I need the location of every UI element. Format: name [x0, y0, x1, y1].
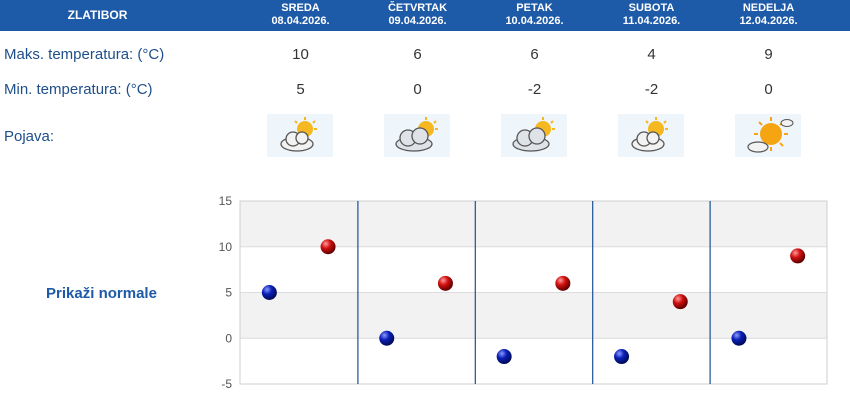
- max-temp-value: 4: [647, 46, 656, 63]
- max-temp-value: 9: [764, 46, 773, 63]
- grid-band: [240, 246, 827, 293]
- day-name: PETAK: [516, 2, 553, 14]
- max-temp-label: Maks. temperatura: (°C): [4, 46, 165, 63]
- min-temp-point: [379, 330, 395, 346]
- day-header: SREDA 08.04.2026.: [242, 2, 359, 28]
- y-tick-label: 10: [219, 240, 233, 254]
- day-header: PETAK 10.04.2026.: [476, 2, 593, 28]
- y-tick-label: 0: [225, 331, 232, 345]
- phenomenon-label: Pojava:: [4, 128, 55, 145]
- max-temp-point: [672, 294, 688, 310]
- day-name: SUBOTA: [628, 2, 675, 14]
- mostly-sunny-icon: [735, 114, 801, 157]
- max-temp-value: 6: [413, 46, 422, 63]
- mostly-cloudy-icon: [501, 114, 567, 157]
- day-date: 12.04.2026.: [739, 15, 798, 27]
- grid-band: [240, 338, 827, 384]
- min-temp-value: 0: [413, 81, 422, 98]
- day-date: 09.04.2026.: [388, 15, 447, 27]
- max-temp-point: [320, 239, 336, 255]
- max-temp-point: [790, 248, 806, 264]
- day-date: 08.04.2026.: [271, 15, 330, 27]
- partly-cloudy-icon: [618, 114, 684, 157]
- day-header: NEDELJA 12.04.2026.: [710, 2, 827, 28]
- day-date: 10.04.2026.: [505, 15, 564, 27]
- min-temp-value: 0: [764, 81, 773, 98]
- min-temp-point: [261, 285, 277, 300]
- day-name: ČETVRTAK: [387, 2, 448, 14]
- plot-frame: [239, 200, 828, 385]
- y-tick-label: 5: [225, 286, 232, 300]
- partly-cloudy-icon: [267, 114, 333, 157]
- min-temp-point: [614, 349, 630, 365]
- day-name: SREDA: [281, 2, 320, 14]
- max-temp-value: 6: [530, 46, 539, 63]
- grid-band: [240, 201, 827, 247]
- day-header: SUBOTA 11.04.2026.: [593, 2, 710, 28]
- day-name: NEDELJA: [742, 2, 795, 14]
- mostly-cloudy-icon: [384, 114, 450, 157]
- min-temp-value: -2: [644, 81, 659, 98]
- grid-band: [240, 292, 827, 339]
- y-tick-label: -5: [221, 377, 232, 391]
- max-temp-value: 10: [292, 46, 309, 63]
- show-normals-link[interactable]: Prikaži normale: [46, 285, 157, 302]
- max-temp-point: [437, 275, 453, 291]
- y-tick-label: 15: [219, 194, 233, 208]
- max-temp-point: [555, 275, 571, 291]
- min-temp-value: -2: [527, 81, 542, 98]
- location-title: ZLATIBOR: [67, 8, 128, 22]
- min-temp-point: [496, 349, 512, 365]
- min-temp-value: 5: [296, 81, 305, 98]
- min-temp-label: Min. temperatura: (°C): [4, 81, 153, 98]
- min-temp-point: [731, 330, 747, 346]
- day-header: ČETVRTAK 09.04.2026.: [359, 2, 476, 28]
- day-date: 11.04.2026.: [622, 15, 681, 27]
- forecast-header: ZLATIBOR SREDA 08.04.2026. ČETVRTAK 09.0…: [0, 0, 850, 31]
